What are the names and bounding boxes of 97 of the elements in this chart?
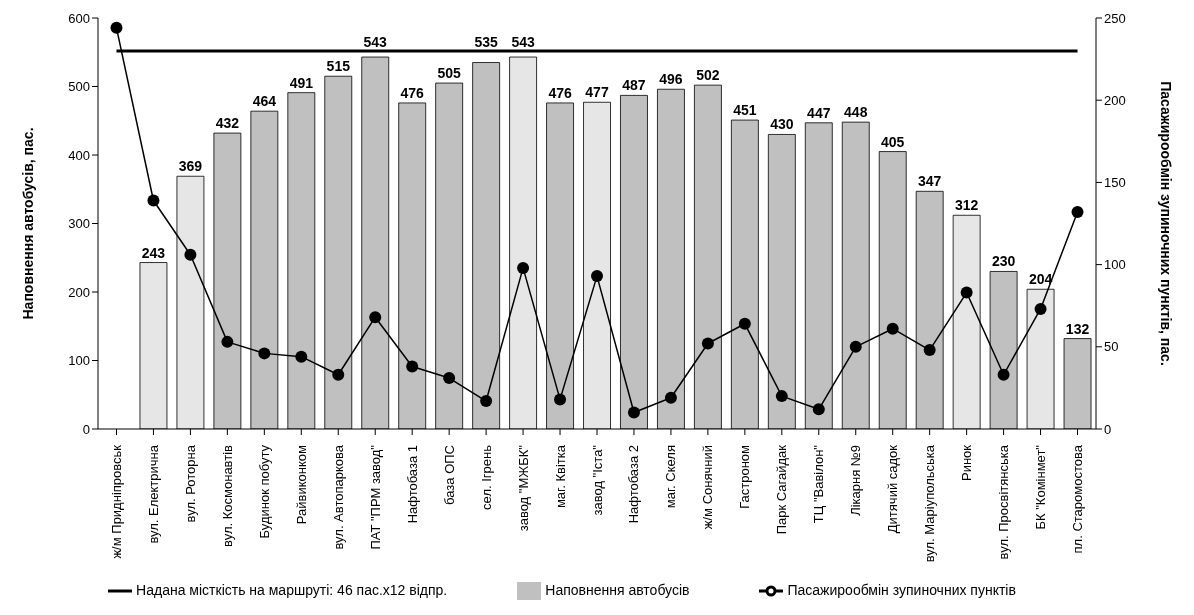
data-label: 477: [585, 84, 609, 101]
x-tick-label: БК "Комінмет": [1033, 444, 1049, 530]
data-label: 451: [733, 102, 757, 119]
y-tick-label: 400: [68, 147, 90, 163]
data-label: 476: [400, 84, 425, 101]
x-tick-label: завод "Іста": [589, 444, 605, 516]
y2-tick-label: 50: [1104, 339, 1119, 355]
point: [406, 360, 419, 373]
point: [369, 311, 382, 324]
x-tick-label: Гастроном: [737, 444, 753, 509]
data-label: 487: [622, 77, 646, 94]
data-label: 535: [474, 33, 499, 50]
y2-tick-label: 0: [1104, 421, 1112, 437]
x-tick-label: ж/м Придніпровськ: [108, 444, 124, 559]
point: [443, 372, 456, 385]
data-label: 515: [326, 58, 351, 75]
legend-label: Надана місткість на маршруті: 46 пас.x12 відпр.: [136, 581, 448, 598]
data-label: 543: [511, 33, 535, 50]
point: [591, 270, 603, 283]
legend-label: Наповнення автобусів: [545, 581, 690, 598]
point: [664, 391, 677, 404]
x-tick-label: пл. Старомостова: [1070, 444, 1086, 554]
point: [738, 317, 751, 330]
data-label: 505: [437, 65, 462, 82]
data-label: 447: [807, 104, 831, 121]
data-label: 243: [141, 244, 166, 261]
y2-tick-label: 100: [1104, 257, 1126, 273]
y-tick-label: 300: [68, 216, 90, 232]
x-tick-label: ПАТ "ПРМ завод": [367, 444, 383, 550]
x-tick-label: ТЦ "Вавілон": [811, 444, 827, 524]
point: [849, 340, 862, 353]
data-label: 405: [881, 133, 905, 150]
x-tick-label: вул. Космонавтів: [219, 444, 235, 547]
data-label: 464: [252, 93, 277, 110]
x-tick-label: Будинок побуту: [256, 444, 272, 539]
x-tick-label: вул. Автопаркова: [330, 444, 346, 550]
x-tick-label: база ОПС: [441, 445, 457, 505]
point: [627, 406, 640, 419]
point: [110, 21, 123, 34]
point: [258, 347, 271, 360]
x-tick-label: маг. Квітка: [552, 444, 568, 509]
point: [221, 335, 234, 348]
x-tick-label: вул. Маріупольська: [922, 444, 938, 563]
data-label: 496: [659, 71, 683, 88]
data-label: 132: [1065, 320, 1090, 337]
x-tick-label: вул. Роторна: [182, 444, 198, 523]
x-tick-label: ж/м Сонячний: [700, 445, 716, 530]
data-label: 369: [178, 158, 203, 175]
point: [701, 337, 714, 350]
y2-tick-label: 250: [1104, 10, 1126, 26]
x-tick-label: Парк Сагайдак: [774, 444, 790, 535]
point: [554, 393, 567, 406]
point: [332, 368, 345, 381]
point: [147, 194, 160, 207]
data-label: 430: [770, 116, 794, 133]
x-tick-label: вул. Просвітянська: [996, 444, 1012, 560]
point: [812, 403, 825, 416]
data-label: 432: [215, 115, 240, 132]
x-tick-label: сел. Ігрень: [478, 444, 494, 510]
x-tick-label: Нафтобаза 2: [626, 445, 642, 524]
point: [886, 322, 899, 335]
point: [1034, 302, 1047, 315]
x-tick-label: Райвиконком: [293, 444, 309, 525]
point: [923, 344, 936, 357]
y2-axis-title: Пасажирообмін зупиночних пунктів, пас.: [1158, 81, 1175, 366]
point: [997, 368, 1010, 381]
y-tick-label: 0: [82, 421, 90, 437]
point: [517, 261, 530, 274]
data-label: 448: [844, 104, 868, 121]
point: [295, 350, 308, 363]
point: [775, 390, 788, 403]
point: [480, 395, 493, 408]
point: [960, 286, 973, 299]
data-label: 347: [918, 173, 942, 190]
x-tick-label: вул. Електрична: [145, 444, 161, 544]
y-axis-title: Наповнення автобусів, пас.: [19, 127, 36, 320]
y-tick-label: 100: [68, 353, 90, 369]
y2-tick-label: 200: [1104, 92, 1126, 108]
x-tick-label: Дитячий садок: [885, 444, 901, 534]
data-label: 230: [991, 253, 1016, 270]
x-tick-label: Ринок: [959, 444, 975, 482]
data-label: 491: [289, 74, 314, 91]
y-tick-label: 200: [68, 284, 90, 300]
x-tick-label: Лікарня №9: [848, 445, 864, 516]
x-tick-label: завод "МЖБК": [515, 444, 531, 532]
y-tick-label: 600: [68, 10, 90, 26]
point: [1071, 205, 1084, 218]
data-label: 502: [696, 67, 720, 84]
x-tick-label: маг. Скеля: [663, 445, 679, 509]
data-label: 543: [363, 33, 388, 50]
x-tick-label: Нафтобаза 1: [404, 445, 420, 524]
point: [184, 248, 197, 261]
y2-tick-label: 150: [1104, 175, 1126, 191]
y-tick-label: 500: [68, 79, 90, 95]
legend-label: Пасажирообмін зупиночних пунктів: [787, 581, 1016, 598]
data-label: 312: [954, 197, 979, 214]
data-label: 476: [548, 84, 572, 101]
